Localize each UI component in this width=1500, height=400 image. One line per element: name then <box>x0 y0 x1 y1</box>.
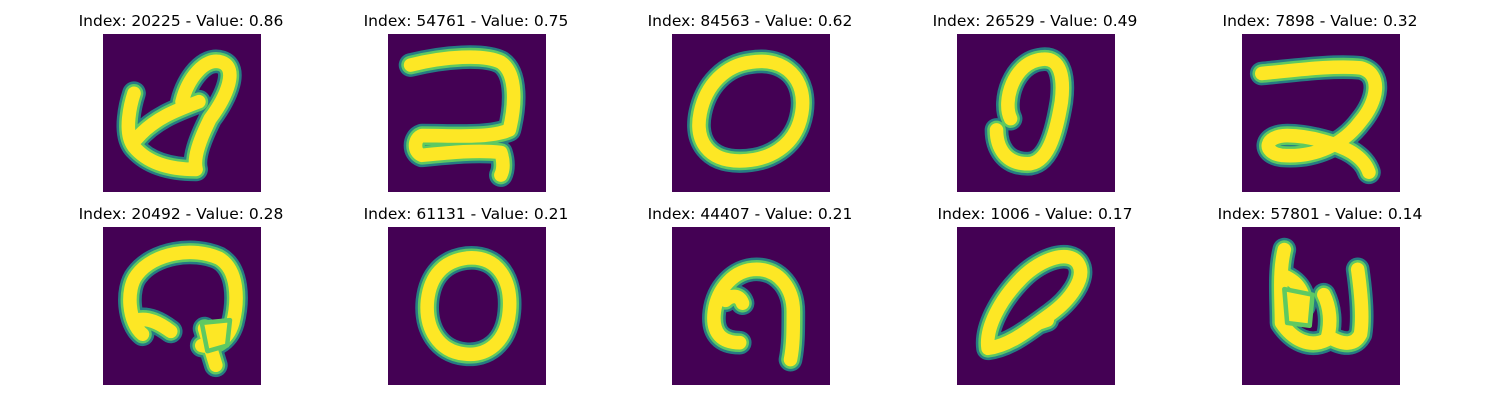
panel-title: Index: 61131 - Value: 0.21 <box>363 205 569 223</box>
panel-3: Index: 84563 - Value: 0.62 <box>620 12 880 202</box>
panel-4: Index: 26529 - Value: 0.49 <box>905 12 1165 202</box>
digit-curled-image <box>103 227 261 385</box>
panel-title: Index: 57801 - Value: 0.14 <box>1217 205 1423 223</box>
panel-1: Index: 20225 - Value: 0.86 <box>51 12 311 202</box>
digit-image <box>672 227 830 385</box>
digit-2-open-image <box>388 34 546 192</box>
panel-10: Index: 57801 - Value: 0.14 <box>1190 205 1450 395</box>
digit-image <box>957 34 1115 192</box>
digit-0-leaning-image <box>957 227 1115 385</box>
panel-title: Index: 7898 - Value: 0.32 <box>1222 12 1418 30</box>
panel-6: Index: 20492 - Value: 0.28 <box>51 205 311 395</box>
digit-image <box>103 34 261 192</box>
panel-8: Index: 44407 - Value: 0.21 <box>620 205 880 395</box>
panel-5: Index: 7898 - Value: 0.32 <box>1190 12 1450 202</box>
digit-2-looped-flat-image <box>1242 34 1400 192</box>
panel-9: Index: 1006 - Value: 0.17 <box>905 205 1165 395</box>
digit-0-slanted-image <box>957 34 1115 192</box>
digit-image <box>388 227 546 385</box>
digit-2-looped-image <box>103 34 261 192</box>
panel-title: Index: 20225 - Value: 0.86 <box>78 12 284 30</box>
digit-0-round-image <box>388 227 546 385</box>
digit-0-wide-image <box>672 34 830 192</box>
digit-image <box>1242 227 1400 385</box>
panel-title: Index: 54761 - Value: 0.75 <box>363 12 569 30</box>
digit-image <box>388 34 546 192</box>
digit-image <box>672 34 830 192</box>
panel-title: Index: 44407 - Value: 0.21 <box>647 205 853 223</box>
digit-image <box>103 227 261 385</box>
panel-title: Index: 26529 - Value: 0.49 <box>932 12 1138 30</box>
panel-title: Index: 84563 - Value: 0.62 <box>647 12 853 30</box>
digit-image <box>957 227 1115 385</box>
panel-7: Index: 61131 - Value: 0.21 <box>336 205 596 395</box>
digit-arch-image <box>672 227 830 385</box>
panel-2: Index: 54761 - Value: 0.75 <box>336 12 596 202</box>
digit-w-image <box>1242 227 1400 385</box>
digit-image <box>1242 34 1400 192</box>
panel-title: Index: 20492 - Value: 0.28 <box>78 205 284 223</box>
panel-title: Index: 1006 - Value: 0.17 <box>937 205 1133 223</box>
